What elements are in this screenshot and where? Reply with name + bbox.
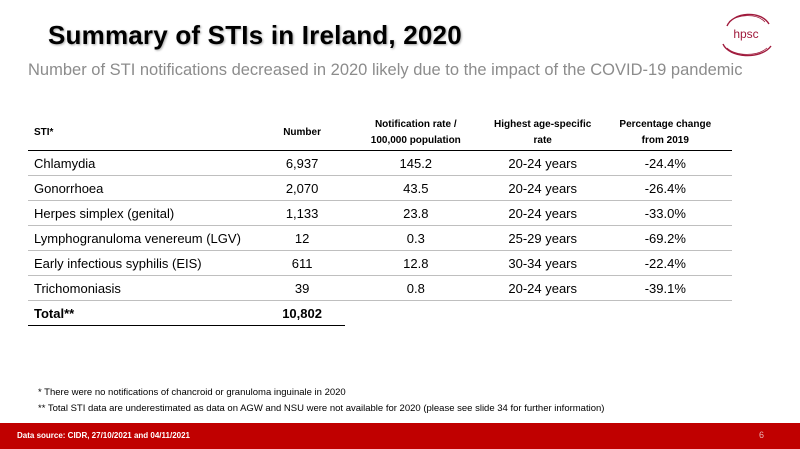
cell-change: -26.4% (598, 175, 732, 201)
cell-sti: Early infectious syphilis (EIS) (28, 250, 260, 276)
header-percentage-change: Percentage change from 2019 (598, 116, 732, 151)
cell-age: 20-24 years (486, 200, 599, 226)
cell-sti: Gonorrhoea (28, 175, 260, 201)
footer-bar: Data source: CIDR, 27/10/2021 and 04/11/… (0, 423, 800, 449)
footnote-total-underestimated: ** Total STI data are underestimated as … (38, 403, 605, 414)
table-row: Herpes simplex (genital) 1,133 23.8 20-2… (28, 200, 732, 226)
cell-age: 30-34 years (486, 250, 599, 276)
cell-number: 2,070 (259, 175, 345, 201)
cell-rate: 0.3 (344, 225, 487, 251)
cell-total-label: Total** (28, 300, 260, 326)
cell-sti: Herpes simplex (genital) (28, 200, 260, 226)
slide-title: Summary of STIs in Ireland, 2020 (48, 20, 462, 50)
table-header-row: STI* Number Notification rate / 100,000 … (28, 116, 732, 151)
cell-rate: 43.5 (344, 175, 487, 201)
header-age-line1: Highest age-specific (494, 119, 592, 130)
sti-summary-table: STI* Number Notification rate / 100,000 … (28, 116, 732, 326)
header-age-line2: rate (533, 135, 552, 146)
cell-change: -22.4% (598, 250, 732, 276)
cell-total-number: 10,802 (259, 300, 345, 326)
table-row: Gonorrhoea 2,070 43.5 20-24 years -26.4% (28, 175, 732, 201)
cell-change: -39.1% (598, 275, 732, 301)
footnote-chancroid: * There were no notifications of chancro… (38, 387, 346, 398)
logo-text: hpsc (733, 27, 759, 41)
cell-age: 20-24 years (486, 275, 599, 301)
cell-sti: Lymphogranuloma venereum (LGV) (28, 225, 260, 251)
header-notification-rate: Notification rate / 100,000 population (344, 116, 487, 151)
table-row: Trichomoniasis 39 0.8 20-24 years -39.1% (28, 275, 732, 301)
table-total-row: Total** 10,802 (28, 300, 732, 326)
cell-age: 20-24 years (486, 175, 599, 201)
header-sti: STI* (28, 116, 260, 151)
cell-empty (487, 301, 599, 326)
header-rate-line1: Notification rate / (374, 119, 457, 130)
cell-number: 6,937 (259, 150, 345, 176)
cell-sti: Chlamydia (28, 150, 260, 176)
cell-rate: 145.2 (344, 150, 487, 176)
cell-rate: 23.8 (344, 200, 487, 226)
cell-empty (345, 301, 487, 326)
cell-number: 1,133 (259, 200, 345, 226)
table-row: Early infectious syphilis (EIS) 611 12.8… (28, 250, 732, 276)
hpsc-logo: hpsc (717, 10, 775, 60)
cell-change: -24.4% (598, 150, 732, 176)
cell-number: 12 (259, 225, 345, 251)
data-source-label: Data source: CIDR, 27/10/2021 and 04/11/… (17, 431, 190, 440)
slide-number: 6 (758, 430, 764, 440)
cell-empty (599, 301, 732, 326)
cell-change: -69.2% (598, 225, 732, 251)
cell-change: -33.0% (598, 200, 732, 226)
header-change-line2: from 2019 (641, 135, 689, 146)
header-rate-line2: 100,000 population (370, 135, 461, 146)
slide-subtitle: Number of STI notifications decreased in… (28, 61, 743, 79)
header-number: Number (259, 116, 345, 151)
header-highest-age-rate: Highest age-specific rate (486, 116, 599, 151)
cell-number: 39 (259, 275, 345, 301)
table-row: Lymphogranuloma venereum (LGV) 12 0.3 25… (28, 225, 732, 251)
cell-age: 25-29 years (486, 225, 599, 251)
cell-rate: 12.8 (344, 250, 487, 276)
logo-swirl-icon (722, 13, 772, 57)
cell-sti: Trichomoniasis (28, 275, 260, 301)
header-change-line1: Percentage change (619, 119, 712, 130)
cell-number: 611 (259, 250, 345, 276)
table-row: Chlamydia 6,937 145.2 20-24 years -24.4% (28, 150, 732, 176)
cell-age: 20-24 years (486, 150, 599, 176)
cell-rate: 0.8 (344, 275, 487, 301)
